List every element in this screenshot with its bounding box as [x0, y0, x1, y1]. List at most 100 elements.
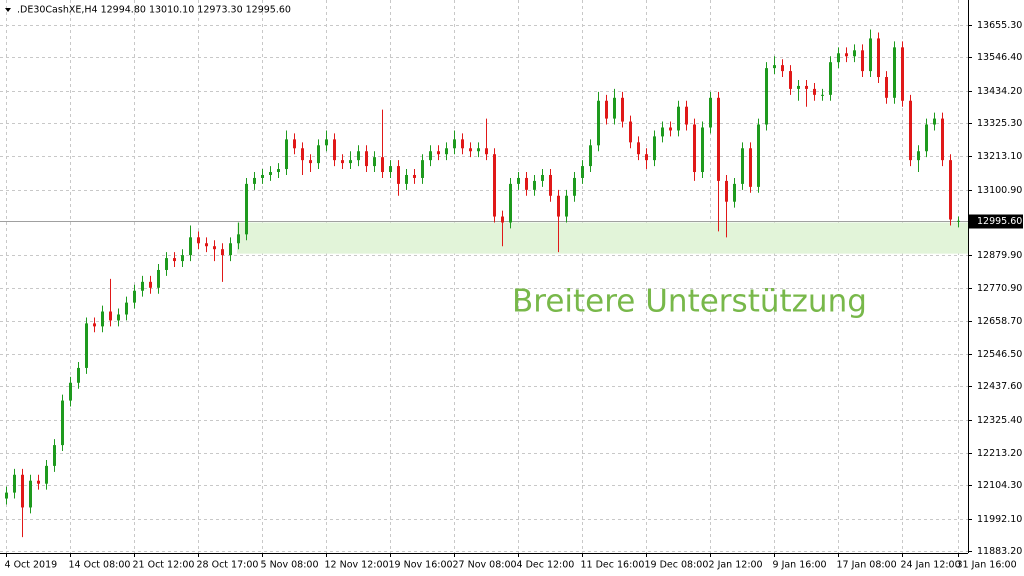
candle-body [213, 246, 216, 250]
candle-body [477, 148, 480, 152]
candle-body [749, 148, 752, 187]
candle-body [525, 177, 528, 190]
candle-body [109, 311, 112, 321]
candle-body [653, 136, 656, 161]
x-tick-label: 4 Oct 2019 [5, 560, 58, 571]
candle-body [565, 195, 568, 217]
x-tick-label: 5 Nov 08:00 [261, 560, 319, 571]
candle-body [821, 94, 824, 96]
x-tick-label: 19 Nov 16:00 [389, 560, 453, 571]
x-tick-label: 9 Jan 16:00 [773, 560, 827, 571]
candle-body [349, 160, 352, 164]
y-tick-label: 12104.30 [977, 480, 1022, 491]
candle-body [325, 139, 328, 146]
candle-body [389, 166, 392, 173]
symbol-menu-icon[interactable] [5, 8, 11, 12]
candle-body [405, 174, 408, 184]
candle-body [421, 160, 424, 178]
y-tick-label: 12879.90 [977, 250, 1022, 261]
y-tick-label: 12213.20 [977, 448, 1022, 459]
x-tick-label: 11 Dec 16:00 [581, 560, 645, 571]
candle-body [45, 465, 48, 484]
candle-body [493, 154, 496, 217]
candle-body [629, 121, 632, 143]
candle-body [725, 180, 728, 202]
candle-body [677, 106, 680, 131]
candle-body [61, 400, 64, 446]
candle-body [661, 127, 664, 137]
x-tick-label: 17 Jan 08:00 [837, 560, 897, 571]
x-tick-label: 14 Oct 08:00 [69, 560, 131, 571]
candle-body [925, 124, 928, 152]
candle-body [549, 174, 552, 196]
candle-body [813, 88, 816, 95]
candle-body [197, 237, 200, 244]
candles [5, 29, 960, 538]
zone-annotation: Breitere Unterstützung [512, 284, 867, 320]
candle-body [461, 139, 464, 149]
candle-body [557, 195, 560, 217]
x-tick-label: 12 Nov 12:00 [325, 560, 389, 571]
y-tick-label: 13213.10 [977, 151, 1022, 162]
candle-body [125, 302, 128, 315]
y-tick-label: 11992.10 [977, 514, 1022, 525]
candle-body [781, 65, 784, 72]
candle-body [757, 124, 760, 187]
candle-body [621, 97, 624, 122]
candle-body [845, 53, 848, 57]
candle-body [37, 480, 40, 484]
candle-body [301, 148, 304, 161]
candle-body [837, 53, 840, 63]
candle-body [693, 124, 696, 173]
candle-body [853, 50, 856, 57]
candle-body [101, 311, 104, 327]
y-tick-label: 12658.70 [977, 316, 1022, 327]
candle-body [229, 243, 232, 256]
candle-body [397, 166, 400, 184]
candle-body [709, 97, 712, 128]
candle-body [381, 157, 384, 173]
candle-body [773, 65, 776, 69]
y-tick-label: 13546.40 [977, 52, 1022, 63]
candle-body [357, 151, 360, 161]
candle-body [949, 160, 952, 220]
y-tick-label: 13325.30 [977, 118, 1022, 129]
candle-body [861, 50, 864, 72]
candle-body [469, 148, 472, 152]
candle-body [789, 71, 792, 89]
candle-body [261, 174, 264, 178]
support-zone [237, 222, 968, 254]
candle-body [429, 151, 432, 161]
candle-body [333, 139, 336, 161]
candle-body [85, 323, 88, 368]
candle-body [765, 68, 768, 125]
candle-body [501, 216, 504, 223]
candle-body [893, 47, 896, 98]
candle-body [741, 148, 744, 184]
y-tick-label: 13434.20 [977, 86, 1022, 97]
candle-body [149, 281, 152, 288]
candle-body [253, 177, 256, 184]
candle-body [69, 382, 72, 401]
candle-body [181, 255, 184, 262]
x-tick-label: 31 Jan 16:00 [957, 560, 1017, 571]
candle-body [533, 180, 536, 190]
candle-body [909, 100, 912, 161]
candle-body [581, 166, 584, 178]
candle-body [933, 118, 936, 125]
candle-body [509, 183, 512, 223]
candle-body [21, 474, 24, 508]
candle-body [885, 77, 888, 98]
candle-body [77, 367, 80, 383]
candle-body [573, 177, 576, 196]
candle-body [437, 151, 440, 155]
candle-body [413, 174, 416, 178]
candle-body [877, 38, 880, 78]
x-tick-label: 19 Dec 08:00 [645, 560, 709, 571]
candle-body [797, 85, 800, 89]
candle-body [117, 314, 120, 321]
candle-body [53, 445, 56, 466]
y-tick-label: 12437.60 [977, 381, 1022, 392]
candle-body [957, 220, 960, 222]
candle-body [133, 290, 136, 303]
